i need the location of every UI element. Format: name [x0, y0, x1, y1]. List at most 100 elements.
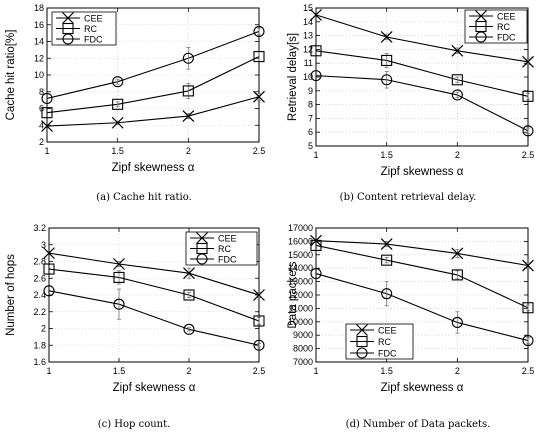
- x-axis-label: Zipf skewness α: [112, 162, 195, 174]
- x-tick-label: 2: [186, 366, 191, 376]
- y-tick-label: 10: [34, 70, 44, 80]
- x-tick-label: 2.5: [522, 150, 535, 160]
- data-point-rc: [522, 302, 534, 314]
- data-point-fdc: [381, 74, 393, 86]
- y-tick-label: 3: [41, 240, 46, 250]
- y-tick-label: 2: [39, 137, 44, 147]
- data-point-fdc: [183, 323, 195, 335]
- y-tick-label: 1.8: [33, 340, 46, 350]
- y-tick-label: 16000: [288, 236, 313, 246]
- data-point-rc: [381, 54, 393, 66]
- y-tick-label: 4: [39, 120, 44, 130]
- legend-label-fdc: FDC: [378, 349, 397, 359]
- figure-caption: (a) Cache hit ratio.: [96, 192, 192, 203]
- x-tick-label: 2.5: [253, 366, 266, 376]
- x-tick-label: 1.5: [113, 366, 126, 376]
- x-tick-label: 1: [313, 150, 318, 160]
- legend-marker-cee: [356, 324, 368, 336]
- data-point-fdc: [182, 52, 194, 64]
- series-line-rc: [46, 56, 260, 114]
- x-tick-label: 2: [455, 150, 460, 160]
- data-point-rc: [112, 98, 124, 110]
- y-tick-label: 17000: [288, 223, 313, 233]
- x-tick-label: 2: [455, 366, 460, 376]
- x-axis-label: Zipf skewness α: [381, 166, 464, 178]
- figure-caption: (b) Content retrieval delay.: [340, 192, 477, 203]
- data-point-rc: [43, 263, 55, 275]
- data-point-fdc: [381, 288, 393, 300]
- data-point-rc: [451, 74, 463, 86]
- data-point-fdc: [522, 125, 534, 137]
- data-point-fdc: [310, 70, 322, 82]
- legend-marker-fdc: [356, 347, 368, 359]
- data-point-fdc: [451, 89, 463, 101]
- y-tick-label: 10000: [288, 317, 313, 327]
- data-point-cee: [253, 289, 265, 301]
- y-tick-label: 12: [303, 44, 313, 54]
- data-point-cee: [113, 258, 125, 270]
- y-tick-label: 15: [303, 3, 313, 13]
- y-axis-label: Cache hit ratio[%]: [5, 30, 17, 121]
- y-tick-label: 11000: [289, 303, 313, 313]
- y-axis-label: Data packets: [287, 261, 299, 328]
- series-line-rc: [48, 268, 260, 322]
- data-point-rc: [451, 269, 463, 281]
- y-tick-label: 2: [41, 324, 46, 334]
- y-tick-label: 3.2: [33, 223, 46, 233]
- y-tick-label: 7: [308, 113, 313, 123]
- y-tick-label: 5: [308, 141, 313, 151]
- x-tick-label: 1: [44, 146, 49, 156]
- series-line-fdc: [48, 290, 260, 346]
- x-axis-label: Zipf skewness α: [113, 382, 196, 394]
- figure-caption: (c) Hop count.: [98, 419, 171, 430]
- legend-marker-fdc: [475, 31, 487, 43]
- y-tick-label: 8000: [293, 344, 313, 354]
- x-tick-label: 1: [46, 366, 51, 376]
- y-tick-label: 1.6: [33, 357, 46, 367]
- data-point-cee: [380, 238, 393, 251]
- legend-label-rc: RC: [218, 244, 231, 254]
- series-line-fdc: [46, 30, 260, 99]
- data-point-fdc: [253, 339, 265, 351]
- y-tick-label: 2.4: [33, 290, 46, 300]
- data-point-cee: [522, 259, 534, 272]
- y-tick-label: 14: [303, 17, 313, 27]
- data-point-rc: [381, 254, 393, 266]
- y-tick-label: 16: [34, 20, 44, 30]
- data-point-rc: [310, 239, 322, 251]
- data-point-rc: [41, 107, 53, 119]
- legend-label-fdc: FDC: [84, 35, 103, 45]
- data-point-rc: [183, 289, 195, 301]
- legend-label-cee: CEE: [378, 326, 397, 336]
- y-tick-label: 12: [34, 53, 44, 63]
- y-tick-label: 13: [303, 31, 313, 41]
- data-point-fdc: [43, 285, 55, 297]
- y-tick-label: 15000: [288, 250, 313, 260]
- data-point-rc: [182, 85, 194, 97]
- y-tick-label: 9000: [293, 330, 313, 340]
- data-point-fdc: [41, 92, 53, 104]
- y-axis-label: Retrieval delay[s]: [287, 33, 299, 121]
- data-point-cee: [310, 8, 322, 21]
- legend-label-cee: CEE: [497, 12, 516, 22]
- y-tick-label: 8: [308, 100, 313, 110]
- x-tick-label: 1.5: [380, 366, 393, 376]
- series-line-rc: [315, 50, 529, 97]
- y-tick-label: 18: [34, 3, 44, 13]
- panel-hop-count: 1.6 1.8 2 2.2 2.4 2.6 2.8 3 3.2 1 1.5 2 2.5 Zipf skew…: [5, 223, 265, 430]
- y-tick-label: 2.8: [33, 257, 46, 267]
- x-tick-label: 2.5: [522, 366, 535, 376]
- panel-data-packets: 7000 8000 9000 10000 11000 12000 13000 14000 150…: [287, 223, 534, 430]
- series-line-cee: [48, 252, 260, 296]
- data-point-fdc: [113, 298, 125, 310]
- data-point-cee: [451, 247, 464, 260]
- y-tick-label: 8: [39, 87, 44, 97]
- series-line-cee: [46, 96, 260, 127]
- data-point-rc: [310, 45, 322, 57]
- x-axis-label: Zipf skewness α: [381, 382, 464, 394]
- legend-label-fdc: FDC: [497, 33, 516, 43]
- series-line-cee: [315, 240, 529, 267]
- legend-label-rc: RC: [84, 24, 97, 34]
- y-tick-label: 7000: [293, 357, 313, 367]
